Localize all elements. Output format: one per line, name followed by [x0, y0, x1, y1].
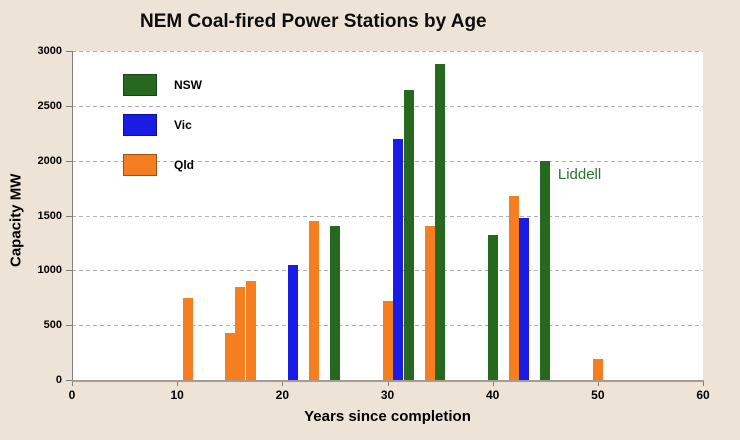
- x-tick-label-0: 0: [68, 388, 76, 402]
- bar-qld-year16: [235, 286, 246, 380]
- y-tick-label-0: 0: [55, 374, 62, 386]
- gridline-2000: [72, 160, 703, 162]
- x-tick-label-10: 10: [170, 388, 184, 402]
- bar-nsw-year35: [435, 64, 446, 380]
- y-tick-label-1000: 1000: [37, 264, 62, 277]
- x-axis-tick-40: [492, 382, 494, 386]
- legend-swatch-vic: [123, 114, 157, 136]
- y-axis-tick-500: [66, 325, 72, 327]
- bar-qld-year23: [308, 220, 319, 380]
- x-axis-tick-30: [387, 382, 389, 386]
- bar-qld-year17: [245, 281, 256, 380]
- x-axis-tick-10: [177, 382, 179, 386]
- y-tick-label-2000: 2000: [37, 154, 62, 167]
- x-axis-tick-20: [282, 382, 284, 386]
- x-axis-tick-50: [597, 382, 599, 386]
- gridline-2500: [72, 105, 703, 107]
- bar-nsw-year45: [540, 160, 551, 380]
- y-axis-tick-3000: [66, 51, 72, 52]
- bar-qld-year11: [182, 297, 193, 380]
- bar-nsw-year25: [329, 226, 340, 380]
- bar-qld-year42: [508, 195, 519, 380]
- y-axis-tick-0: [66, 380, 72, 381]
- bar-qld-year30: [382, 301, 393, 380]
- bar-nsw-year40: [487, 235, 498, 380]
- gridline-1500: [72, 215, 703, 217]
- x-axis-line: [72, 380, 704, 382]
- bar-qld-year34: [424, 226, 435, 380]
- y-tick-label-3000: 3000: [37, 45, 62, 57]
- bar-vic-year43: [519, 217, 530, 380]
- y-axis-tick-2500: [66, 105, 72, 107]
- bar-nsw-year32: [403, 90, 414, 380]
- x-axis-tick-0: [72, 382, 73, 386]
- y-tick-label-1500: 1500: [37, 209, 62, 222]
- bar-vic-year31: [393, 138, 404, 380]
- x-tick-label-50: 50: [591, 388, 605, 402]
- x-tick-label-60: 60: [696, 388, 710, 402]
- legend-label-vic: Vic: [174, 118, 192, 132]
- x-tick-label-40: 40: [485, 388, 500, 402]
- chart-title: NEM Coal-fired Power Stations by Age: [140, 11, 487, 32]
- x-tick-label-20: 20: [275, 388, 289, 402]
- gridline-3000: [72, 51, 703, 52]
- bar-qld-year50: [592, 359, 603, 380]
- y-axis-tick-2000: [66, 160, 72, 162]
- legend: NSW Vic Qld: [123, 74, 202, 194]
- legend-item-nsw: NSW: [123, 74, 202, 96]
- legend-item-qld: Qld: [123, 154, 202, 176]
- y-axis-line: [72, 51, 73, 381]
- legend-swatch-qld: [123, 154, 157, 176]
- legend-item-vic: Vic: [123, 114, 202, 136]
- gridline-1000: [72, 270, 703, 272]
- annotation-liddell: Liddell: [557, 165, 602, 183]
- x-axis-tick-60: [703, 382, 704, 386]
- legend-label-qld: Qld: [174, 158, 194, 172]
- y-axis-tick-1000: [66, 270, 72, 272]
- y-axis-tick-1500: [66, 215, 72, 217]
- legend-label-nsw: NSW: [174, 78, 202, 92]
- legend-swatch-nsw: [123, 74, 157, 96]
- bar-qld-year15: [224, 332, 235, 380]
- y-tick-label-500: 500: [43, 319, 62, 332]
- y-tick-label-2500: 2500: [37, 99, 62, 112]
- bar-vic-year21: [287, 264, 298, 380]
- plot-area: NSW Vic Qld Liddell: [72, 51, 703, 380]
- x-axis-title: Years since completion: [304, 408, 471, 425]
- x-tick-label-30: 30: [380, 388, 395, 402]
